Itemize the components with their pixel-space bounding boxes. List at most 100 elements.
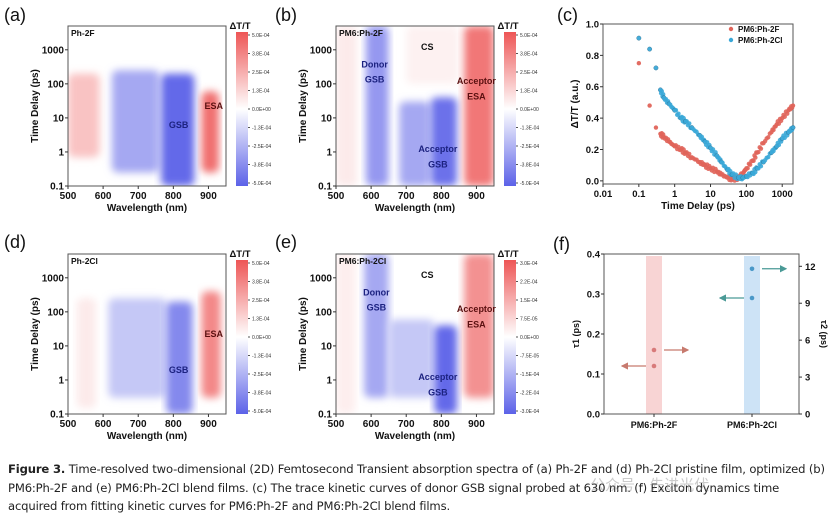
x-axis-label: Wavelength (nm) [107,203,187,214]
caption-label: Figure 3. [8,462,66,476]
plot-frame [602,23,794,185]
y-tick-label: 1 [58,147,64,158]
y-tick-label-left: 0.1 [587,370,601,381]
colorbar-tick-label: 0.0E+00 [520,107,539,113]
heatmap-feature [388,319,435,398]
annotation-label: CS [421,42,434,52]
colorbar-tick-label: 3.8E-04 [520,52,538,58]
panel-label: (a) [4,5,26,25]
annotation-label: GSB [169,365,189,375]
data-point [653,65,659,71]
annotation-label: GSB [367,302,387,312]
colorbar-tick-label: -5.0E-04 [252,409,271,415]
data-point [785,111,790,116]
y-tick-label-left: 0.2 [587,330,600,341]
y-axis-label-right: τ2 (ps) [819,320,829,348]
heatmap-feature [166,301,193,414]
sample-label: Ph-2F [71,28,95,38]
colorbar-tick-label: 0.0E+00 [252,335,271,341]
y-tick-label-left: 0.4 [587,250,601,261]
figure-3-panels: (a) Ph-2F GSB ESA 500 600 700 800 900 Wavelength … [4,5,829,442]
x-tick-label: 900 [200,419,217,430]
colorbar-tick-label: 2.2E-04 [520,280,538,286]
colorbar-tick-label: -1.3E-04 [252,354,271,360]
data-point [653,125,659,130]
heatmap-panel-d: (d) Ph-2Cl GSB ESA 500 600 700 800 900 Wavelength… [4,232,271,442]
y-tick-label: 10 [53,341,65,352]
y-axis-label: Time Delay (ps) [30,69,41,143]
colorbar-tick-label: 2.5E-04 [520,70,538,76]
data-point [753,155,758,160]
colorbar-tick-label: -3.0E-04 [520,409,539,415]
x-tick-label: 500 [328,419,345,430]
annotation-label: GSB [169,120,189,130]
y-axis-label: ΔT/T (a.u.) [570,80,581,129]
data-point [733,172,739,177]
x-tick-label: 600 [95,419,112,430]
y-axis-label: Time Delay (ps) [298,297,309,371]
colorbar-tick-label: -2.5E-04 [520,144,539,150]
colorbar-tick-label: -2.5E-04 [252,144,271,150]
colorbar-tick-label: -3.8E-04 [520,163,539,169]
y-axis-label: Time Delay (ps) [298,69,309,143]
heatmap-features [76,291,221,414]
data-point [687,151,692,157]
x-tick-label: 500 [60,191,77,202]
panel-label: (b) [275,5,297,25]
annotation-label: ESA [204,329,223,339]
data-point [647,103,652,108]
colorbar-tick-label: 1.3E-04 [520,89,538,95]
colorbar-tick-label: 1.5E-04 [520,298,538,304]
y-tick-label: 0.6 [586,82,599,93]
heatmap-features [336,254,494,414]
y-tick-label: 1 [58,375,64,386]
data-point [636,35,642,41]
data-point [753,169,758,175]
data-point [673,108,679,113]
data-point [676,111,681,116]
colorbar-tick-label: 5.0E-04 [252,261,270,267]
category-band [646,256,662,414]
heatmap-feature [430,97,458,186]
x-tick-label: PM6:Ph-2F [631,420,678,430]
x-tick-label: 700 [398,419,415,430]
y-tick-label: 1000 [42,45,65,56]
heatmap-feature [464,26,494,186]
heatmap-feature [68,73,100,158]
annotation-label: ESA [467,319,486,329]
colorbar-tick-label: 5.0E-04 [252,33,270,39]
x-tick-label: 0.1 [632,189,646,200]
panel-label: (e) [275,232,297,252]
data-point [766,154,771,160]
colorbar-title: ΔT/T [497,249,518,260]
annotation-label: ESA [204,101,223,111]
annotation-label: GSB [365,74,385,84]
y-tick-label: 1000 [42,273,65,284]
colorbar-tick-label: -3.8E-04 [252,163,271,169]
annotation-label: CS [421,270,434,280]
y-tick-label: 0.1 [50,182,64,193]
y-tick-label: 10 [321,113,333,124]
colorbar-tick-label: -5.0E-04 [520,181,539,187]
heatmap-feature [434,325,458,414]
colorbar-tick-label: -7.5E-05 [520,354,539,360]
x-tick-label: 800 [165,419,182,430]
sample-label: PM6:Ph-2F [339,28,383,38]
x-tick-label: 700 [398,191,415,202]
colorbar-tick-label: -1.5E-04 [520,372,539,378]
plot-frame [67,25,227,187]
colorbar-title: ΔT/T [497,21,518,32]
plot-frame [67,253,227,415]
heatmap-feature [201,91,219,173]
x-tick-label: 1000 [772,189,793,200]
legend-marker [728,37,734,43]
colorbar [504,260,516,414]
colorbar [236,260,248,414]
colorbar-tick-label: -5.0E-04 [252,181,271,187]
plot-frame [335,253,495,415]
x-tick-label: 600 [363,419,380,430]
panel-label: (c) [557,5,578,25]
annotation-label: GSB [428,387,448,397]
x-tick-label: 10 [705,189,716,200]
kinetics-panel-c: (c) 0.01 0.1 1 10 100 1000 Time Delay (ps) 0.0 0.… [557,5,796,212]
